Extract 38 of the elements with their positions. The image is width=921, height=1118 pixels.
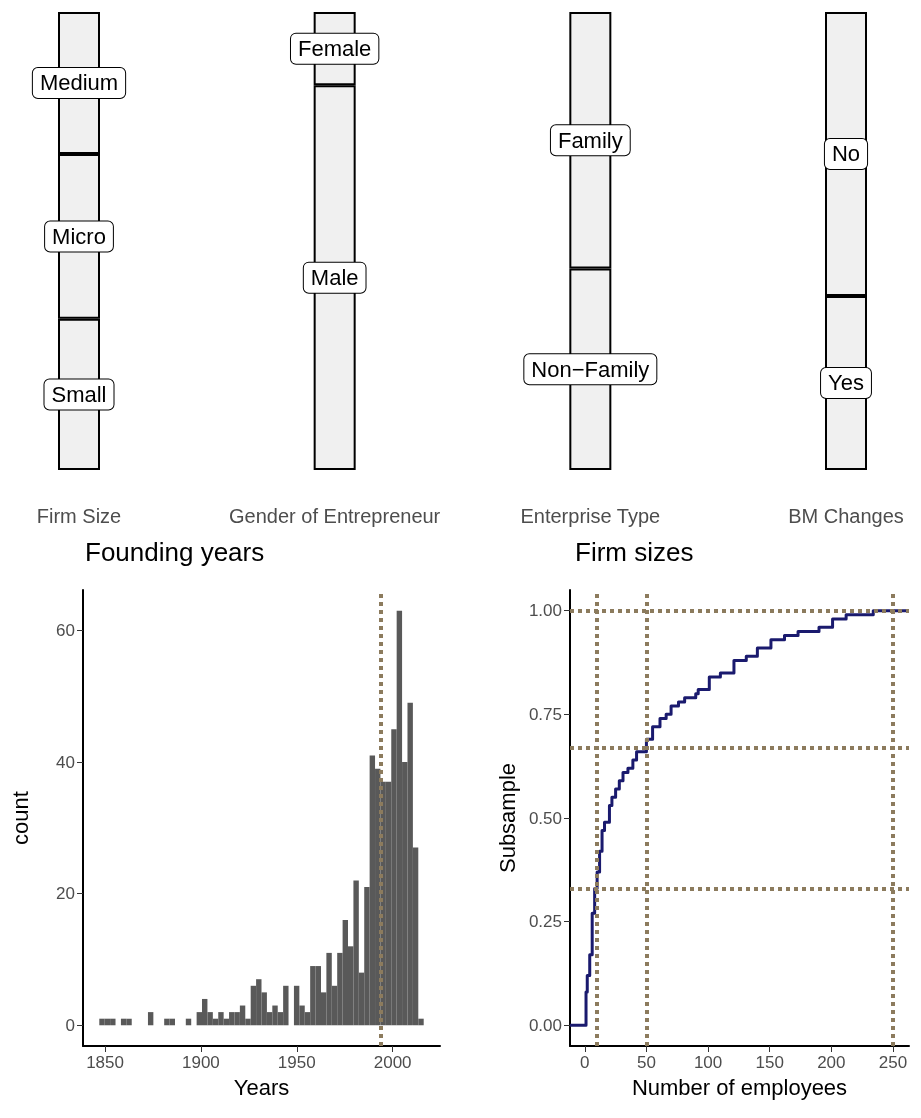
- y-tick-label: 40: [56, 752, 75, 772]
- y-axis-title: count: [7, 791, 33, 845]
- x-tick-label: 250: [878, 1053, 908, 1072]
- y-tick-label: 0.25: [528, 912, 562, 932]
- series-label: Family: [557, 127, 623, 153]
- series-label: Non−Family: [531, 356, 650, 382]
- x-tick-label: 100: [693, 1053, 723, 1072]
- x-tick-label: 200: [817, 1053, 846, 1072]
- x-tick-label: 2000: [373, 1053, 412, 1072]
- y-tick-label: 0: [65, 1015, 75, 1035]
- x-tick-label: Enterprise Type: [520, 505, 661, 527]
- y-tick-label: 0.00: [528, 1015, 562, 1035]
- series-label: Micro: [52, 223, 106, 249]
- x-tick-label: Firm Size: [36, 505, 122, 527]
- series-label: Male: [310, 265, 359, 291]
- x-tick-label: Gender of Entrepreneur: [229, 505, 441, 527]
- x-tick-label: 150: [755, 1053, 784, 1072]
- y-tick-label: 0.50: [528, 808, 562, 828]
- series-label: Yes: [828, 370, 864, 396]
- x-axis-title: Number of employees: [631, 1074, 848, 1100]
- series-label: No: [831, 141, 861, 167]
- series-label: Medium: [39, 70, 119, 96]
- x-tick-label: 50: [636, 1053, 656, 1072]
- x-tick-label: 1850: [86, 1053, 124, 1072]
- series-label: Small: [51, 381, 107, 407]
- x-tick-label: BM Changes: [788, 505, 904, 527]
- chart-title: Firm sizes: [575, 537, 694, 567]
- y-tick-label: 20: [56, 884, 75, 904]
- y-tick-label: 60: [56, 620, 75, 640]
- chart-title: Founding years: [85, 537, 265, 567]
- x-tick-label: 0: [580, 1053, 590, 1072]
- y-axis-title: Subsample: [494, 762, 520, 874]
- y-tick-label: 0.75: [528, 704, 562, 724]
- x-tick-label: 1950: [277, 1053, 316, 1072]
- x-axis-title: Years: [233, 1074, 290, 1100]
- x-tick-label: 1900: [182, 1053, 220, 1072]
- series-label: Female: [297, 36, 372, 62]
- y-tick-label: 1.00: [528, 601, 562, 621]
